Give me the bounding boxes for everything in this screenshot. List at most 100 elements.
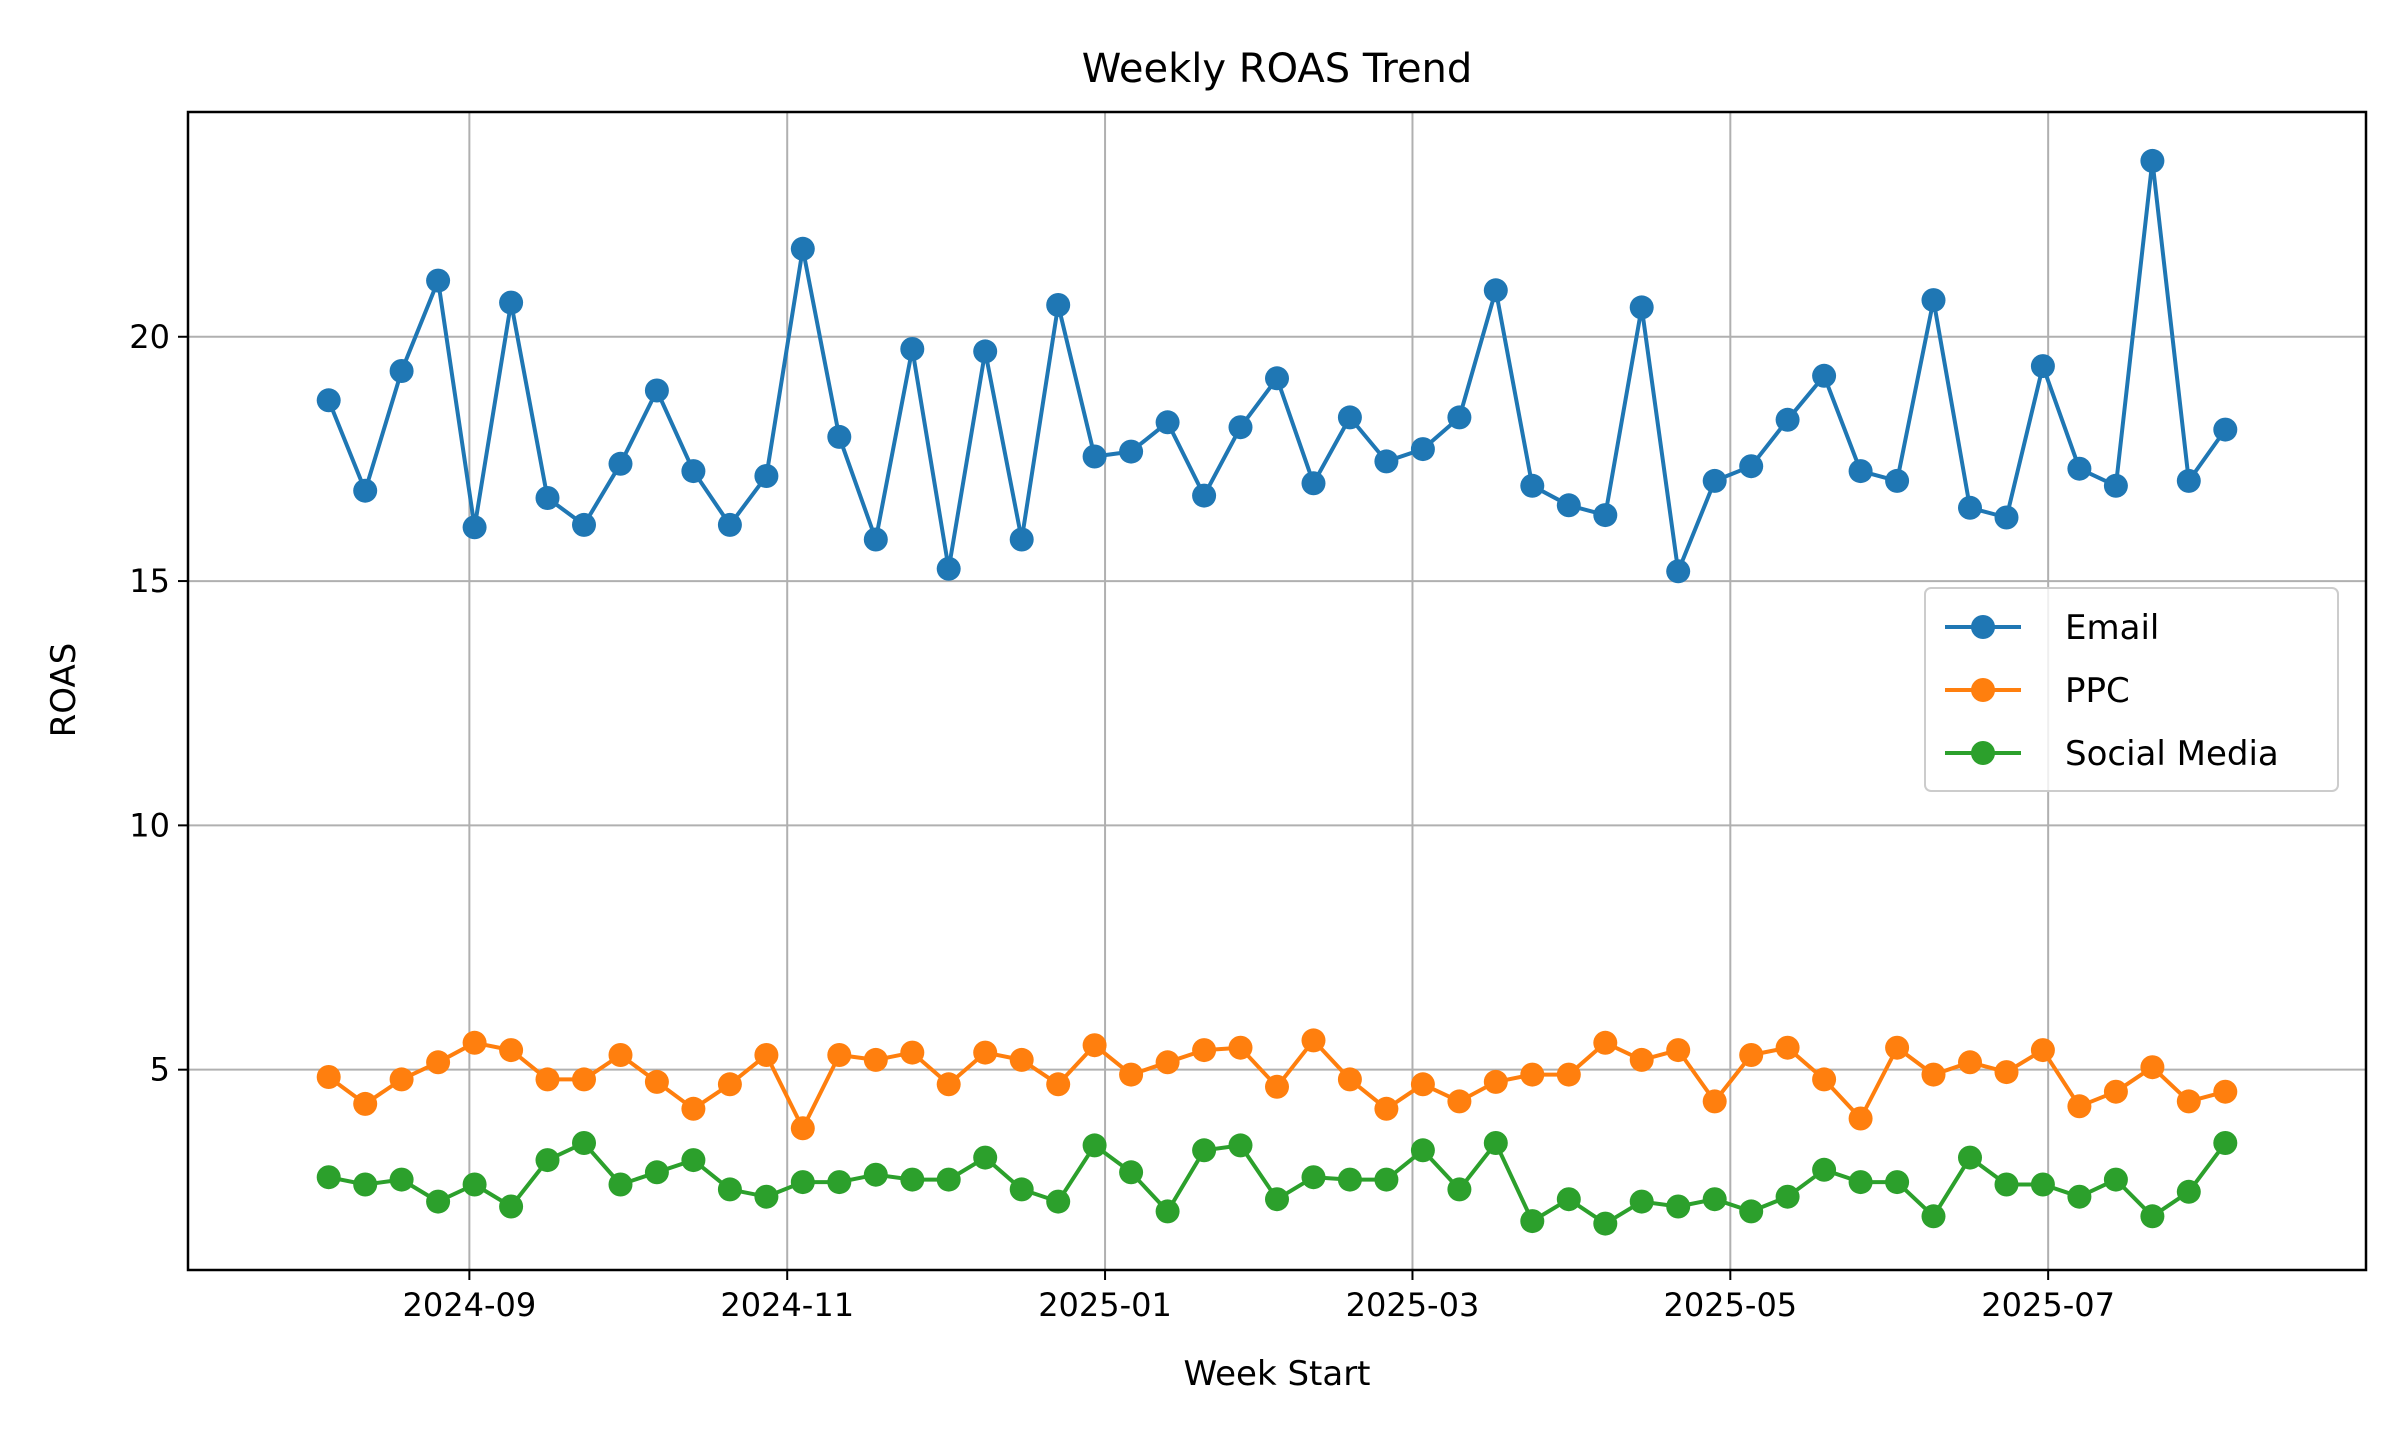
- data-point-social-media: [1994, 1172, 2019, 1197]
- x-tick-label: 2024-11: [720, 1286, 854, 1324]
- data-point-email: [499, 290, 524, 315]
- data-point-ppc: [2103, 1079, 2128, 1104]
- data-point-ppc: [1265, 1074, 1289, 1099]
- data-point-social-media: [1702, 1187, 1727, 1212]
- data-point-social-media: [389, 1167, 414, 1192]
- y-tick-label: 10: [129, 806, 170, 844]
- data-point-social-media: [1812, 1157, 1837, 1182]
- data-point-ppc: [353, 1091, 378, 1116]
- data-point-social-media: [2103, 1167, 2128, 1192]
- x-tick-label: 2025-03: [1346, 1286, 1480, 1324]
- data-point-email: [1921, 288, 1946, 313]
- data-point-email: [754, 464, 779, 488]
- data-point-ppc: [1009, 1047, 1034, 1072]
- data-point-ppc: [1629, 1047, 1654, 1072]
- data-point-ppc: [1702, 1089, 1727, 1114]
- data-point-ppc: [1812, 1067, 1837, 1092]
- chart-title: Weekly ROAS Trend: [1082, 46, 1473, 92]
- data-point-social-media: [973, 1145, 998, 1170]
- data-point-email: [1593, 503, 1618, 528]
- data-point-social-media: [426, 1189, 451, 1214]
- data-point-ppc: [973, 1040, 998, 1065]
- data-point-email: [1447, 405, 1472, 430]
- data-point-ppc: [1593, 1030, 1618, 1055]
- data-point-email: [1556, 493, 1581, 518]
- data-point-social-media: [316, 1165, 341, 1190]
- legend-marker: [1971, 615, 1995, 639]
- data-point-ppc: [608, 1043, 633, 1067]
- data-point-email: [1885, 468, 1910, 493]
- data-point-ppc: [936, 1072, 961, 1097]
- data-point-ppc: [1483, 1069, 1508, 1094]
- data-point-ppc: [2213, 1079, 2238, 1104]
- data-point-email: [316, 388, 341, 413]
- x-tick-label: 2024-09: [403, 1286, 537, 1324]
- data-point-email: [1994, 505, 2019, 530]
- data-point-email: [863, 527, 888, 552]
- data-point-ppc: [389, 1067, 414, 1092]
- data-point-email: [717, 512, 742, 537]
- data-point-social-media: [1593, 1211, 1618, 1236]
- ticks: 2024-09 2024-11 2025-01 2025-03 2025-05 2025-…: [129, 318, 2115, 1324]
- data-point-email: [1009, 527, 1034, 552]
- data-point-social-media: [572, 1131, 596, 1155]
- data-point-email: [608, 451, 633, 476]
- data-point-ppc: [863, 1047, 888, 1072]
- data-point-social-media: [1885, 1170, 1910, 1195]
- data-point-ppc: [572, 1067, 596, 1092]
- data-point-ppc: [754, 1043, 779, 1067]
- plot-frame: [186, 110, 2368, 1272]
- legend-entry-social-media: Social Media: [1945, 734, 2279, 774]
- y-tick-label: 5: [150, 1051, 170, 1089]
- data-point-ppc: [1119, 1062, 1144, 1087]
- data-point-social-media: [2030, 1172, 2055, 1197]
- data-point-social-media: [1520, 1209, 1545, 1234]
- data-point-ppc: [1337, 1067, 1362, 1092]
- data-point-social-media: [681, 1148, 706, 1173]
- data-point-ppc: [717, 1072, 742, 1097]
- data-point-social-media: [1155, 1199, 1180, 1224]
- data-point-social-media: [462, 1172, 487, 1197]
- data-point-social-media: [1666, 1194, 1691, 1219]
- data-point-ppc: [1046, 1072, 1071, 1097]
- data-point-ppc: [316, 1065, 341, 1089]
- data-point-email: [1119, 439, 1144, 464]
- data-point-social-media: [1046, 1189, 1071, 1214]
- data-point-email: [1228, 415, 1253, 440]
- data-point-email: [2067, 456, 2092, 481]
- data-point-email: [2030, 354, 2055, 379]
- legend-marker: [1971, 678, 1995, 702]
- y-axis-label: ROAS: [44, 643, 84, 738]
- data-point-social-media: [1009, 1177, 1034, 1202]
- legend-entry-ppc: PPC: [1945, 671, 2130, 711]
- data-point-email: [462, 515, 487, 540]
- data-point-ppc: [1301, 1028, 1326, 1053]
- data-point-email: [2140, 148, 2165, 173]
- data-point-ppc: [1921, 1062, 1946, 1087]
- data-point-email: [1192, 483, 1217, 508]
- data-point-email: [1301, 471, 1326, 496]
- data-point-ppc: [1447, 1089, 1472, 1114]
- legend-marker: [1971, 741, 1995, 765]
- data-point-social-media: [790, 1170, 815, 1195]
- data-point-ppc: [1775, 1035, 1800, 1060]
- y-tick-label: 15: [129, 562, 170, 600]
- data-point-email: [827, 424, 852, 449]
- data-point-social-media: [1410, 1138, 1435, 1163]
- data-point-email: [900, 337, 925, 361]
- data-point-social-media: [2140, 1204, 2165, 1229]
- data-point-social-media: [1447, 1177, 1472, 1202]
- data-point-social-media: [1337, 1167, 1362, 1192]
- data-point-social-media: [1556, 1187, 1581, 1212]
- data-point-ppc: [1666, 1038, 1691, 1063]
- data-point-social-media: [936, 1167, 961, 1192]
- data-point-email: [1265, 366, 1289, 391]
- data-point-ppc: [2140, 1055, 2165, 1080]
- data-point-email: [1958, 495, 1982, 520]
- data-point-ppc: [535, 1067, 560, 1092]
- data-point-ppc: [1556, 1062, 1581, 1087]
- data-point-social-media: [1301, 1165, 1326, 1190]
- data-point-ppc: [790, 1116, 815, 1141]
- series-layer: [316, 148, 2238, 1236]
- data-point-email: [681, 459, 706, 484]
